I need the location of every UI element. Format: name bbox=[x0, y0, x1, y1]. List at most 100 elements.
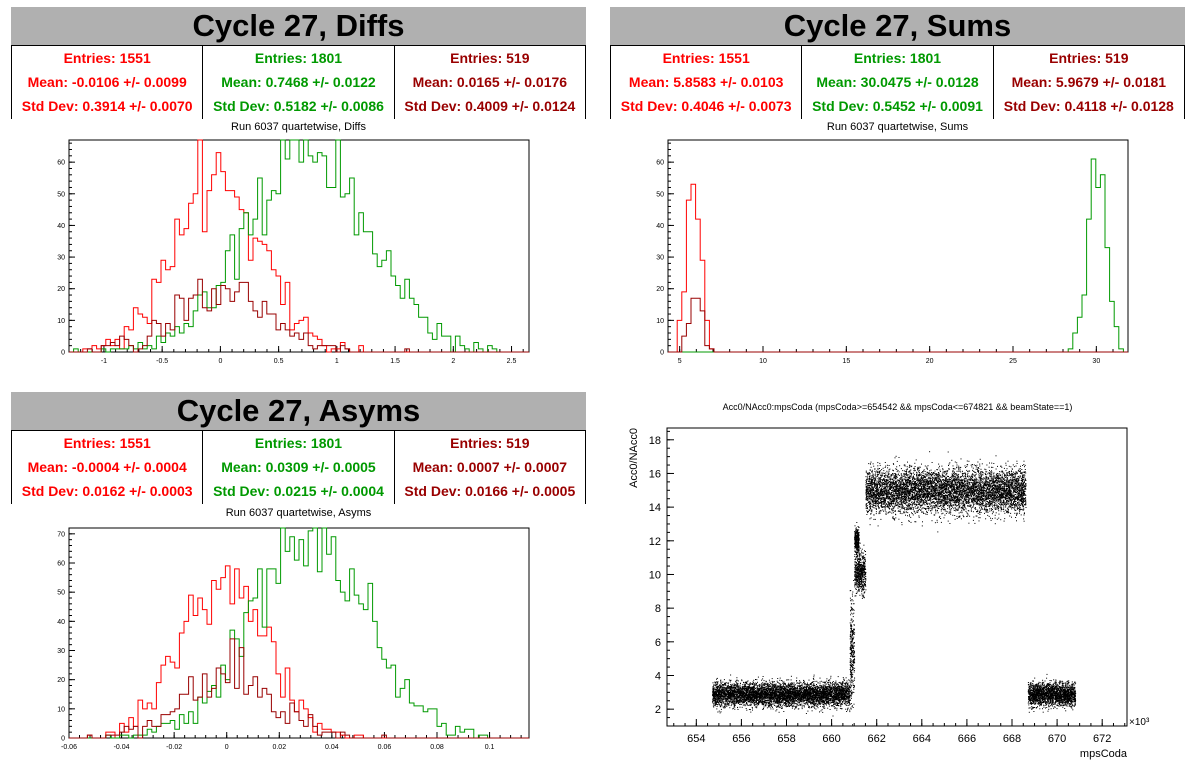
scatter-point bbox=[775, 683, 777, 685]
scatter-point bbox=[726, 685, 728, 687]
scatter-point bbox=[806, 686, 808, 687]
scatter-point bbox=[736, 677, 738, 679]
scatter-point bbox=[720, 694, 722, 695]
stat-entries: Entries: 519 bbox=[450, 435, 530, 451]
scatter-point bbox=[719, 695, 721, 697]
scatter-point bbox=[741, 679, 743, 681]
scatter-point bbox=[828, 705, 830, 707]
scatter-point bbox=[731, 701, 733, 702]
scatter-point bbox=[813, 688, 815, 690]
scatter-point bbox=[771, 688, 773, 690]
scatter-point bbox=[825, 692, 827, 693]
scatter-point bbox=[727, 686, 728, 688]
scatter-point bbox=[822, 703, 824, 705]
scatter-point bbox=[846, 702, 848, 704]
scatter-point bbox=[742, 696, 744, 698]
y-tick-label: 20 bbox=[57, 677, 65, 684]
scatter-point bbox=[848, 704, 850, 706]
scatter-point bbox=[719, 699, 721, 701]
scatter-point bbox=[803, 681, 804, 683]
scatter-point bbox=[843, 691, 845, 692]
scatter-point bbox=[816, 698, 818, 700]
scatter-point bbox=[778, 711, 780, 713]
scatter-point bbox=[792, 685, 794, 687]
scatter-point bbox=[824, 682, 826, 684]
scatter-point bbox=[811, 703, 813, 705]
scatter-point bbox=[752, 693, 754, 695]
scatter-point bbox=[733, 703, 735, 705]
scatter-point bbox=[718, 686, 720, 688]
scatter-point bbox=[844, 695, 846, 696]
scatter-point bbox=[719, 712, 721, 714]
scatter-point bbox=[838, 687, 840, 689]
scatter-point bbox=[813, 704, 815, 706]
scatter-point bbox=[767, 684, 769, 686]
scatter-point bbox=[839, 707, 841, 709]
scatter-point bbox=[745, 699, 747, 701]
scatter-point bbox=[748, 683, 750, 685]
scatter-point bbox=[848, 694, 850, 696]
scatter-point bbox=[761, 683, 763, 685]
scatter-point bbox=[719, 706, 721, 708]
scatter-point bbox=[798, 683, 800, 684]
scatter-point bbox=[844, 695, 846, 697]
scatter-point bbox=[828, 697, 830, 699]
scatter-point bbox=[830, 702, 832, 704]
scatter-point bbox=[789, 696, 791, 698]
scatter-point bbox=[806, 684, 808, 686]
scatter-point bbox=[836, 699, 838, 701]
x-tick-label: 0.1 bbox=[485, 744, 495, 751]
scatter-point bbox=[728, 697, 729, 699]
scatter-point bbox=[757, 681, 758, 683]
scatter-point bbox=[725, 694, 727, 696]
scatter-point bbox=[745, 682, 747, 684]
scatter-point bbox=[785, 697, 787, 699]
scatter-point bbox=[822, 706, 824, 708]
scatter-point bbox=[793, 695, 795, 697]
scatter-point bbox=[793, 691, 795, 693]
scatter-point bbox=[809, 701, 811, 703]
scatter-point bbox=[717, 681, 719, 683]
scatter-point bbox=[729, 696, 731, 698]
scatter-point bbox=[841, 692, 843, 694]
scatter-point bbox=[764, 697, 765, 699]
scatter-point bbox=[777, 696, 779, 698]
scatter-point bbox=[731, 692, 733, 694]
scatter-point bbox=[719, 691, 721, 693]
scatter-point bbox=[755, 697, 757, 699]
scatter-point bbox=[812, 691, 814, 693]
scatter-point bbox=[784, 696, 786, 698]
scatter-point bbox=[801, 699, 803, 701]
scatter-point bbox=[720, 698, 722, 700]
scatter-point bbox=[807, 703, 809, 705]
scatter-point bbox=[735, 681, 737, 683]
scatter-point bbox=[838, 692, 840, 694]
scatter-point bbox=[830, 682, 832, 684]
scatter-point bbox=[763, 687, 765, 688]
scatter-point bbox=[776, 686, 778, 688]
scatter-point bbox=[771, 678, 773, 680]
scatter-point bbox=[722, 697, 724, 699]
scatter-point bbox=[734, 706, 736, 708]
scatter-point bbox=[795, 696, 797, 698]
scatter-point bbox=[837, 705, 838, 706]
y-tick-label: 18 bbox=[649, 435, 661, 447]
scatter-point bbox=[842, 681, 844, 683]
scatter-point bbox=[841, 696, 843, 698]
scatter-point bbox=[827, 682, 828, 684]
scatter-point bbox=[731, 702, 733, 704]
scatter-point bbox=[766, 699, 768, 701]
scatter-point bbox=[794, 688, 796, 689]
scatter-point bbox=[843, 694, 845, 696]
scatter-point bbox=[824, 693, 826, 694]
scatter-point bbox=[835, 688, 837, 690]
stat-mean: Mean: 0.0007 +/- 0.0007 bbox=[412, 459, 568, 475]
scatter-point bbox=[772, 684, 774, 685]
scatter-point bbox=[790, 700, 792, 702]
scatter-point bbox=[783, 711, 785, 712]
scatter-point bbox=[717, 682, 718, 684]
scatter-point bbox=[833, 691, 835, 693]
scatter-point bbox=[733, 697, 734, 699]
scatter-point bbox=[790, 699, 792, 700]
scatter-point bbox=[803, 680, 805, 682]
